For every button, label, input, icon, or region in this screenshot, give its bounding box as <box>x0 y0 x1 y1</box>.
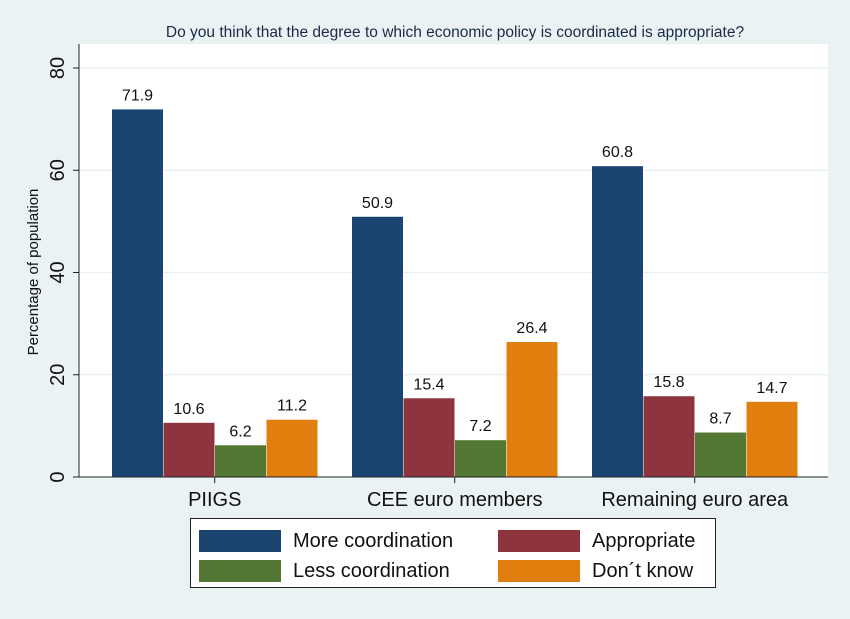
y-tick-label-80: 80 <box>47 57 69 79</box>
data-label-piigs-less-coordination: 6.2 <box>229 423 251 440</box>
bar-piigs-less-coordination <box>215 445 266 477</box>
legend-item-more-coordination: More coordination <box>199 529 453 553</box>
x-tick-label-cee-euro-members: CEE euro members <box>367 489 543 511</box>
chart-title: Do you think that the degree to which ec… <box>165 24 745 41</box>
legend: More coordination Appropriate Less coord… <box>190 518 716 588</box>
data-label-remaining-euro-area-appropriate: 15.8 <box>653 374 684 391</box>
y-tick-label-20: 20 <box>47 364 69 386</box>
data-label-cee-euro-members-don-t-know: 26.4 <box>516 320 547 337</box>
data-label-piigs-appropriate: 10.6 <box>173 401 204 418</box>
bar-remaining-euro-area-less-coordination <box>695 432 746 477</box>
bar-piigs-don-t-know <box>266 419 318 477</box>
legend-swatch-less-coordination <box>199 560 281 582</box>
legend-label-appropriate: Appropriate <box>592 529 696 552</box>
legend-swatch-appropriate <box>498 530 580 552</box>
y-tick-label-0: 0 <box>47 471 69 482</box>
data-label-remaining-euro-area-more-coordination: 60.8 <box>602 144 633 161</box>
x-tick-label-piigs: PIIGS <box>188 489 241 511</box>
legend-label-less-coordination: Less coordination <box>293 559 450 582</box>
legend-swatch-more-coordination <box>199 530 281 552</box>
data-label-remaining-euro-area-don-t-know: 14.7 <box>756 380 787 397</box>
legend-item-less-coordination: Less coordination <box>199 559 450 583</box>
legend-item-dont-know: Don´t know <box>498 559 693 583</box>
legend-item-appropriate: Appropriate <box>498 529 695 553</box>
y-tick-label-60: 60 <box>47 159 69 181</box>
data-label-cee-euro-members-more-coordination: 50.9 <box>362 195 393 212</box>
bar-remaining-euro-area-appropriate <box>643 396 695 477</box>
data-label-cee-euro-members-appropriate: 15.4 <box>413 376 444 393</box>
x-tick-label-remaining-euro-area: Remaining euro area <box>601 489 789 511</box>
y-tick-label-40: 40 <box>47 261 69 283</box>
legend-swatch-dont-know <box>498 560 580 582</box>
bar-cee-euro-members-appropriate <box>403 398 455 477</box>
legend-label-dont-know: Don´t know <box>592 559 694 582</box>
bar-remaining-euro-area-more-coordination <box>592 166 643 477</box>
data-label-remaining-euro-area-less-coordination: 8.7 <box>709 411 731 428</box>
bar-cee-euro-members-more-coordination <box>352 216 403 477</box>
bar-remaining-euro-area-don-t-know <box>746 401 798 477</box>
data-label-piigs-more-coordination: 71.9 <box>122 87 153 104</box>
data-label-cee-euro-members-less-coordination: 7.2 <box>469 418 491 435</box>
bar-piigs-more-coordination <box>112 109 163 477</box>
bar-piigs-appropriate <box>163 422 215 477</box>
bar-cee-euro-members-less-coordination <box>455 440 506 477</box>
legend-label-more-coordination: More coordination <box>293 529 454 552</box>
data-label-piigs-don-t-know: 11.2 <box>277 398 307 415</box>
bar-cee-euro-members-don-t-know <box>506 342 558 477</box>
